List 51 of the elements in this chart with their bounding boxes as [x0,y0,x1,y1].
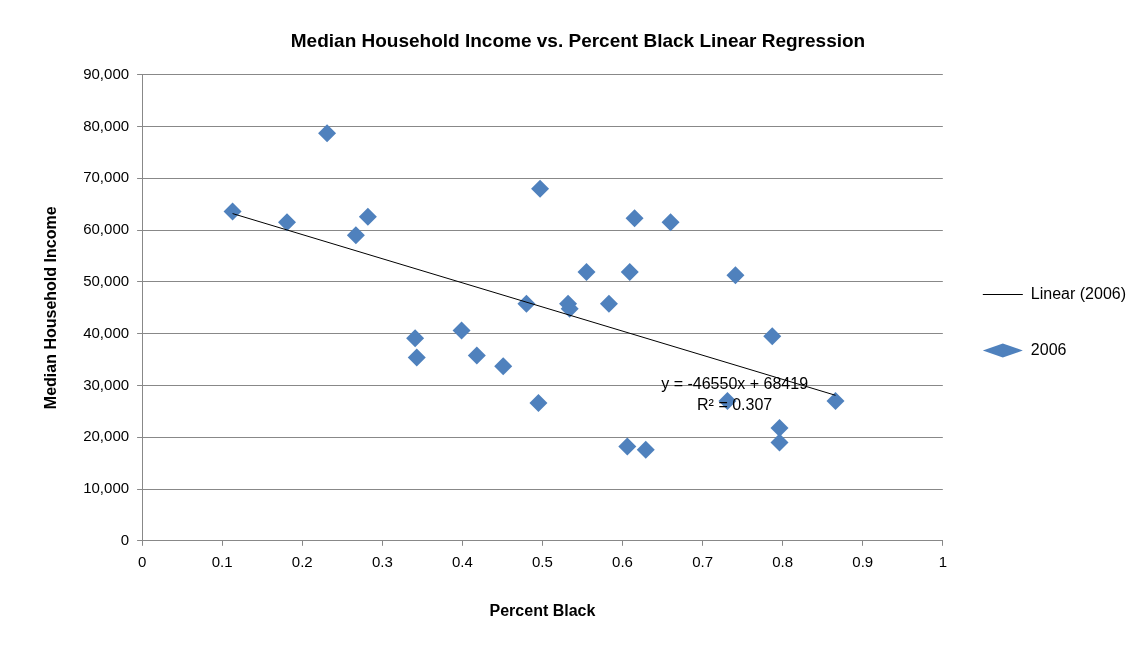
x-tick-label: 0.2 [291,552,313,570]
point [318,124,337,143]
point [529,394,548,413]
point [770,433,789,452]
point [625,209,644,228]
point [770,418,789,437]
y-tick-label: 20,000 [83,427,130,445]
y-tick-label: 0 [120,530,130,548]
y-tick-label: 10,000 [83,479,130,497]
point [358,207,377,226]
legend-label: Linear (2006) [1030,284,1126,302]
point [577,263,596,282]
x-tick-label: 0.3 [371,552,393,570]
x-tick-label: 0.1 [211,552,233,570]
x-tick-label: 0.9 [852,552,874,570]
point [763,327,782,346]
point [661,213,680,232]
point [407,348,426,367]
point [223,202,242,221]
point [278,213,297,232]
annotation: y = -46550x + 68419 [661,375,809,393]
point [467,346,486,365]
y-tick-label: 50,000 [83,272,130,290]
point [636,440,655,459]
point [494,357,513,376]
y-tick-label: 40,000 [83,323,130,341]
y-tick-label: 90,000 [83,64,130,82]
x-tick-label: 0.5 [532,552,553,570]
x-tick-label: 0.8 [772,552,794,570]
x-tick-label: 0 [137,552,147,570]
y-tick-label: 70,000 [83,168,130,186]
y-axis-title: Median Household Income [42,206,60,410]
chart-title: Median Household Income vs. Percent Black Linear Regression [290,29,866,51]
y-tick-label: 60,000 [83,220,130,238]
legend-label: 2006 [1030,340,1067,358]
point [452,321,471,340]
point [406,329,425,348]
y-tick-label: 30,000 [83,375,130,393]
point [599,294,618,313]
x-tick-label: 1 [938,552,947,570]
point [618,437,637,456]
x-tick-label: 0.7 [692,552,714,570]
point [531,179,550,198]
point [620,263,639,282]
y-tick-label: 80,000 [83,116,130,134]
x-tick-label: 0.6 [612,552,633,570]
x-tick-label: 0.4 [451,552,473,570]
point [346,226,365,245]
point [826,392,845,410]
point [726,266,745,285]
x-axis-title: Percent Black [489,601,596,619]
